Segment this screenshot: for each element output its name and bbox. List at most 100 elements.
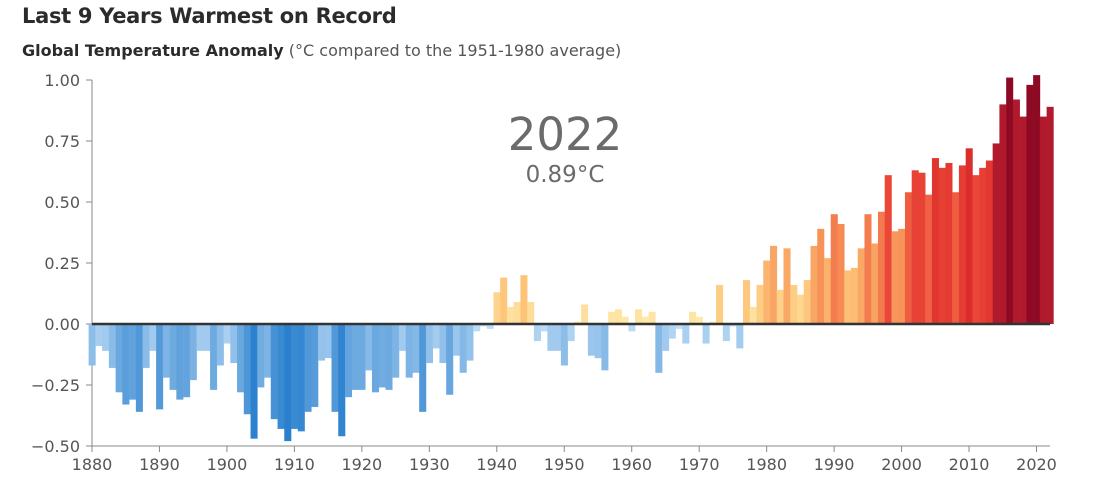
x-tick-label: 1890 bbox=[139, 455, 180, 474]
bar-1890 bbox=[156, 324, 164, 410]
bar-1884 bbox=[115, 324, 123, 393]
bar-2013 bbox=[985, 160, 993, 324]
bar-1949 bbox=[554, 324, 562, 351]
bar-1942 bbox=[506, 306, 514, 324]
bar-1922 bbox=[371, 324, 380, 393]
bar-1962 bbox=[641, 316, 649, 324]
bar-1907 bbox=[270, 324, 278, 420]
bar-2002 bbox=[911, 170, 919, 324]
bar-1912 bbox=[304, 324, 312, 412]
bar-1943 bbox=[513, 302, 521, 324]
x-tick-label: 2020 bbox=[1016, 455, 1057, 474]
bar-1966 bbox=[668, 324, 676, 339]
y-tick-label: 0.00 bbox=[44, 315, 80, 334]
y-tick-label: −0.25 bbox=[31, 376, 80, 395]
bar-1920 bbox=[358, 324, 366, 390]
bar-1915 bbox=[324, 324, 332, 359]
bar-1918 bbox=[344, 324, 353, 398]
bar-1935 bbox=[459, 324, 467, 373]
bar-1974 bbox=[722, 324, 730, 342]
bar-1992 bbox=[844, 270, 852, 324]
y-tick-label: 1.00 bbox=[44, 71, 80, 90]
bar-2019 bbox=[1026, 84, 1034, 324]
y-tick-label: 0.25 bbox=[44, 254, 80, 273]
bar-2014 bbox=[992, 143, 1000, 324]
chart-subtitle: Global Temperature Anomaly (°C compared … bbox=[22, 41, 621, 60]
x-tick-label: 1900 bbox=[207, 455, 248, 474]
bar-1921 bbox=[365, 324, 373, 371]
bar-1934 bbox=[452, 324, 460, 356]
bar-2015 bbox=[999, 104, 1007, 325]
x-tick-label: 1910 bbox=[274, 455, 315, 474]
bar-2007 bbox=[945, 162, 953, 324]
bar-1897 bbox=[203, 324, 211, 351]
bar-1976 bbox=[736, 324, 744, 349]
bar-1903 bbox=[243, 324, 251, 415]
bar-1995 bbox=[864, 214, 872, 324]
bar-1947 bbox=[540, 324, 548, 332]
bar-1957 bbox=[608, 311, 616, 324]
bar-2011 bbox=[972, 175, 980, 324]
bar-1997 bbox=[877, 211, 886, 324]
bar-1932 bbox=[439, 324, 447, 364]
bar-1946 bbox=[533, 324, 541, 342]
bar-1926 bbox=[398, 324, 407, 351]
bar-1978 bbox=[749, 306, 757, 324]
bar-1924 bbox=[385, 324, 393, 390]
bar-2000 bbox=[898, 228, 906, 324]
bar-2001 bbox=[904, 192, 912, 324]
bar-1965 bbox=[662, 324, 670, 351]
bar-1923 bbox=[378, 324, 386, 388]
bar-1893 bbox=[176, 324, 184, 400]
bar-1985 bbox=[797, 294, 805, 324]
bar-1993 bbox=[850, 267, 859, 324]
y-tick-label: 0.50 bbox=[44, 193, 80, 212]
bar-2021 bbox=[1039, 116, 1047, 324]
bar-1967 bbox=[675, 324, 683, 329]
bar-1939 bbox=[486, 324, 494, 329]
bar-1881 bbox=[95, 324, 103, 346]
bar-1883 bbox=[108, 324, 116, 368]
bar-series bbox=[88, 75, 1054, 442]
bar-2008 bbox=[952, 192, 960, 324]
bar-1886 bbox=[129, 324, 137, 400]
bar-1953 bbox=[581, 304, 589, 324]
bar-1998 bbox=[884, 175, 892, 324]
x-tick-label: 1940 bbox=[476, 455, 517, 474]
bar-1906 bbox=[264, 324, 272, 378]
bar-2012 bbox=[979, 167, 987, 324]
bar-1964 bbox=[655, 324, 663, 373]
bar-1916 bbox=[331, 324, 339, 412]
x-tick-label: 1970 bbox=[679, 455, 720, 474]
bar-2009 bbox=[958, 165, 966, 324]
bar-1994 bbox=[857, 248, 865, 324]
bar-1999 bbox=[891, 231, 899, 324]
bar-1991 bbox=[837, 223, 845, 324]
bar-1986 bbox=[803, 280, 811, 324]
bar-1954 bbox=[587, 324, 595, 356]
bar-1930 bbox=[425, 324, 433, 364]
bar-1900 bbox=[223, 324, 231, 344]
highlight-value: 0.89°C bbox=[526, 162, 605, 188]
x-tick-label: 1950 bbox=[544, 455, 585, 474]
bar-2004 bbox=[925, 194, 933, 324]
bar-1909 bbox=[284, 324, 292, 442]
bar-1968 bbox=[682, 324, 690, 344]
x-tick-label: 2000 bbox=[881, 455, 922, 474]
bar-1929 bbox=[419, 324, 427, 412]
bar-1961 bbox=[635, 309, 643, 324]
bar-1888 bbox=[142, 324, 150, 368]
y-axis: 1.00 0.75 0.50 0.25 0.00 −0.25 −0.50 bbox=[31, 71, 93, 456]
bar-1892 bbox=[169, 324, 177, 390]
bar-1925 bbox=[392, 324, 400, 378]
highlight-year: 2022 bbox=[508, 108, 623, 161]
bar-1902 bbox=[237, 324, 245, 393]
bar-1960 bbox=[628, 324, 636, 332]
bar-1905 bbox=[257, 324, 265, 388]
subtitle-units: (°C compared to the 1951-1980 average) bbox=[283, 41, 622, 60]
bar-1882 bbox=[102, 324, 110, 351]
bar-1984 bbox=[790, 284, 798, 324]
bar-1911 bbox=[297, 324, 305, 432]
bar-2022 bbox=[1046, 106, 1054, 324]
